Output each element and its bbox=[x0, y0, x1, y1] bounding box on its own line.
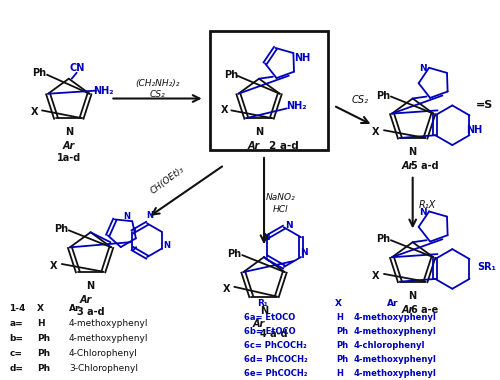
Text: 4-methoxyphenyl: 4-methoxyphenyl bbox=[69, 334, 148, 343]
Text: Ar: Ar bbox=[62, 141, 75, 151]
Text: =S: =S bbox=[476, 100, 492, 111]
Text: Ar: Ar bbox=[253, 320, 265, 329]
Text: NaNO₂: NaNO₂ bbox=[266, 193, 296, 202]
Text: H: H bbox=[336, 369, 343, 377]
Text: b=: b= bbox=[10, 334, 24, 343]
Text: Ar: Ar bbox=[80, 294, 92, 305]
Text: 6e= PhCOCH₂: 6e= PhCOCH₂ bbox=[244, 369, 308, 377]
Text: Ph: Ph bbox=[224, 70, 238, 80]
Text: N: N bbox=[262, 233, 270, 242]
Text: HCl: HCl bbox=[273, 205, 288, 214]
Text: d=: d= bbox=[10, 364, 24, 372]
Text: NH₂: NH₂ bbox=[286, 101, 307, 111]
Text: N: N bbox=[300, 248, 308, 256]
Text: N: N bbox=[285, 221, 292, 230]
Text: 4 a-d: 4 a-d bbox=[260, 329, 287, 339]
Text: N: N bbox=[419, 64, 426, 73]
Text: 4-chlorophenyl: 4-chlorophenyl bbox=[353, 341, 424, 350]
Text: X: X bbox=[220, 105, 228, 116]
Text: Ar: Ar bbox=[402, 305, 414, 315]
Text: 1-4: 1-4 bbox=[10, 304, 26, 313]
Text: 3-Chlorophenyl: 3-Chlorophenyl bbox=[69, 364, 138, 372]
Text: 2 a-d: 2 a-d bbox=[269, 141, 298, 151]
Text: H: H bbox=[336, 313, 343, 322]
Text: 4-methoxyphenyl: 4-methoxyphenyl bbox=[353, 355, 436, 364]
Text: Ar: Ar bbox=[387, 299, 398, 308]
Text: N: N bbox=[86, 281, 94, 291]
Text: Ph: Ph bbox=[336, 355, 348, 364]
Text: Ph: Ph bbox=[32, 68, 46, 78]
Text: 6c= PhCOCH₂: 6c= PhCOCH₂ bbox=[244, 341, 307, 350]
Text: Ar: Ar bbox=[69, 304, 80, 313]
Text: 6a= EtOCO: 6a= EtOCO bbox=[244, 313, 296, 322]
Text: Ar: Ar bbox=[402, 161, 414, 171]
Text: R₁: R₁ bbox=[256, 299, 268, 308]
Text: X: X bbox=[30, 108, 38, 117]
Text: X: X bbox=[50, 261, 58, 271]
Text: X: X bbox=[335, 299, 342, 308]
Text: (CH₂NH₂)₂: (CH₂NH₂)₂ bbox=[136, 79, 180, 88]
Text: N: N bbox=[64, 127, 73, 137]
Text: X: X bbox=[372, 127, 380, 137]
Text: Ph: Ph bbox=[54, 224, 68, 234]
Text: 6b= EtOCO: 6b= EtOCO bbox=[244, 327, 296, 336]
Text: NH: NH bbox=[294, 53, 311, 63]
Text: 6d= PhCOCH₂: 6d= PhCOCH₂ bbox=[244, 355, 308, 364]
Text: 4-methoxyphenyl: 4-methoxyphenyl bbox=[353, 369, 436, 377]
Text: Ph: Ph bbox=[37, 349, 50, 358]
Text: SR₁: SR₁ bbox=[478, 262, 496, 272]
Text: N: N bbox=[164, 241, 170, 250]
Text: 4-methoxyphenyl: 4-methoxyphenyl bbox=[353, 327, 436, 336]
Text: N: N bbox=[255, 127, 263, 137]
Text: N: N bbox=[408, 291, 416, 301]
Text: 4-methoxyphenyl: 4-methoxyphenyl bbox=[69, 319, 148, 328]
Text: Ph: Ph bbox=[227, 249, 242, 259]
Text: NH: NH bbox=[466, 125, 482, 135]
Bar bbox=[210, 31, 328, 150]
Text: 5 a-d: 5 a-d bbox=[411, 161, 438, 171]
Text: a=: a= bbox=[10, 319, 23, 328]
Text: X: X bbox=[222, 284, 230, 294]
Text: Ar: Ar bbox=[248, 141, 260, 151]
Text: CN: CN bbox=[69, 63, 84, 73]
Text: CS₂: CS₂ bbox=[352, 95, 368, 106]
Text: Ph: Ph bbox=[37, 334, 50, 343]
Text: Ph: Ph bbox=[376, 234, 390, 244]
Text: NH₂: NH₂ bbox=[93, 86, 114, 96]
Text: 4-methoxyphenyl: 4-methoxyphenyl bbox=[353, 313, 436, 322]
Text: N: N bbox=[408, 147, 416, 157]
Text: Ph: Ph bbox=[37, 364, 50, 372]
Text: Ph: Ph bbox=[336, 327, 348, 336]
Text: 3 a-d: 3 a-d bbox=[77, 307, 104, 317]
Text: 6 a-e: 6 a-e bbox=[411, 305, 438, 315]
Text: N: N bbox=[123, 212, 130, 221]
Text: CH(OEt)₃: CH(OEt)₃ bbox=[149, 164, 186, 195]
Text: N: N bbox=[419, 208, 426, 217]
Text: H: H bbox=[37, 319, 44, 328]
Text: Ph: Ph bbox=[336, 341, 348, 350]
Text: 4-Chlorophenyl: 4-Chlorophenyl bbox=[69, 349, 138, 358]
Text: R₁X: R₁X bbox=[419, 200, 436, 209]
Text: X: X bbox=[37, 304, 44, 313]
Text: Ph: Ph bbox=[376, 90, 390, 101]
Text: c=: c= bbox=[10, 349, 22, 358]
Text: N: N bbox=[146, 211, 154, 220]
Text: 1a-d: 1a-d bbox=[56, 153, 81, 163]
Text: CS₂: CS₂ bbox=[150, 90, 166, 99]
Text: N: N bbox=[260, 306, 268, 315]
Text: X: X bbox=[372, 271, 380, 281]
